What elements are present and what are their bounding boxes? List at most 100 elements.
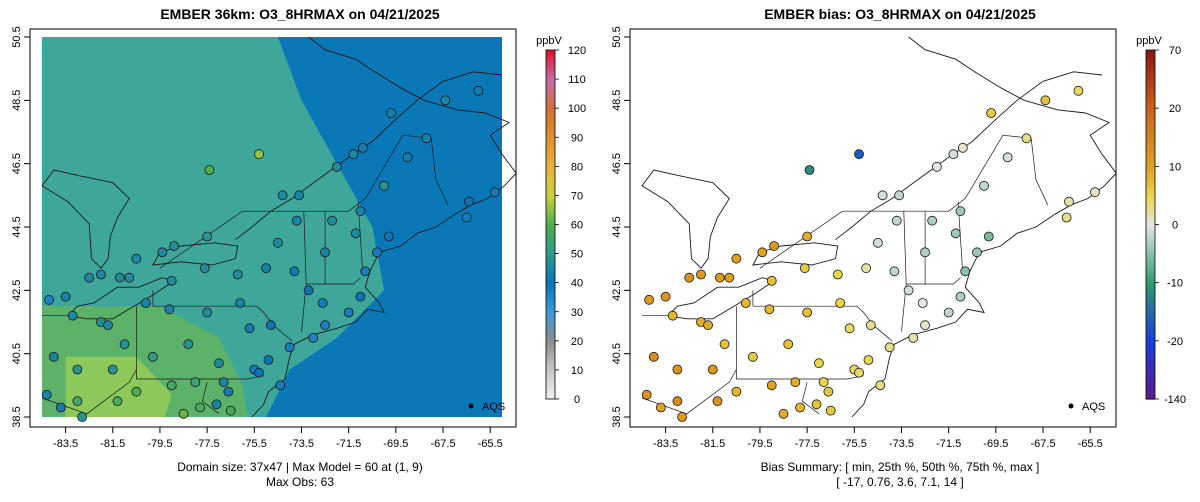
bias-station-point [943, 307, 954, 318]
colorbar-segment [1146, 230, 1155, 234]
obs-station-point [107, 364, 118, 375]
obs-station-point [317, 298, 328, 308]
obs-station-point [272, 237, 283, 248]
colorbar-segment [1146, 201, 1155, 205]
obs-station-point [166, 275, 177, 286]
colorbar-segment [1146, 116, 1155, 121]
colorbar-segment [546, 122, 555, 127]
colorbar-segment [546, 148, 555, 153]
colorbar-segment [546, 314, 555, 319]
colorbar-segment [546, 250, 555, 255]
x-tick-label: -77.5 [195, 438, 220, 450]
colorbar-segment [1146, 268, 1155, 272]
colorbar-segment [1146, 372, 1155, 377]
bias-station-point [766, 380, 777, 391]
colorbar-segment [546, 340, 555, 345]
colorbar-segment [546, 160, 555, 165]
colorbar-segment [1146, 390, 1155, 394]
colorbar-tick-label: 10 [1169, 161, 1181, 173]
colorbar-segment [1146, 375, 1155, 380]
colorbar-segment [546, 221, 555, 226]
colorbar-segment [1146, 352, 1155, 356]
bias-station-point [955, 291, 966, 302]
colorbar-segment [1146, 337, 1155, 342]
colorbar-segment [1146, 355, 1155, 359]
bias-station-point [714, 272, 725, 283]
bias-station-point [766, 275, 777, 286]
colorbar-segment [1146, 143, 1155, 147]
colorbar-segment [546, 209, 555, 214]
colorbar-tick-label: 70 [571, 190, 583, 202]
colorbar-segment [546, 58, 555, 63]
colorbar-segment [1146, 102, 1155, 106]
x-tick-label: -77.5 [795, 438, 820, 450]
y-tick-label: 42.5 [611, 280, 623, 301]
colorbar-segment [546, 326, 555, 330]
colorbar-segment [546, 151, 555, 156]
colorbar-segment [1146, 73, 1155, 77]
colorbar-segment [1146, 369, 1155, 374]
concentration-caption-line2: Max Obs: 63 [265, 475, 335, 489]
colorbar-segment [1146, 364, 1155, 368]
bias-station-point [677, 412, 688, 422]
colorbar-segment [1146, 84, 1155, 89]
bias-station-point [865, 320, 876, 331]
colorbar-segment [1146, 175, 1155, 179]
obs-station-point [190, 377, 201, 388]
colorbar-segment [1146, 384, 1155, 388]
bias-station-point [894, 190, 905, 201]
colorbar-segment [1146, 70, 1155, 74]
aqs-legend-label: AQS [1082, 401, 1105, 413]
bias-station-point [960, 266, 971, 277]
state-border [159, 134, 449, 269]
colorbar-segment [1146, 87, 1155, 92]
colorbar-segment [1146, 393, 1155, 397]
colorbar-segment [546, 79, 555, 83]
obs-station-point [254, 149, 264, 160]
colorbar-segment [546, 125, 555, 130]
colorbar-segment [1146, 50, 1155, 54]
bias-station-point [818, 377, 829, 388]
colorbar-segment [1146, 288, 1155, 292]
colorbar-segment [546, 335, 555, 339]
colorbar-segment [1146, 361, 1155, 365]
obs-station-point [490, 187, 500, 198]
colorbar-tick-label: 0 [574, 394, 580, 406]
obs-station-point [331, 161, 342, 172]
colorbar-segment [546, 102, 555, 106]
colorbar-segment [1146, 163, 1155, 167]
x-tick-label: -65.5 [1078, 438, 1103, 450]
plot-frame [29, 28, 517, 428]
colorbar-segment [546, 253, 555, 258]
colorbar-segment [1146, 218, 1155, 223]
obs-station-point [320, 320, 330, 331]
bias-station-point [764, 304, 775, 315]
obs-station-point [355, 291, 366, 302]
colorbar-segment [546, 177, 555, 182]
bias-station-point [854, 367, 864, 378]
obs-station-point [204, 165, 215, 175]
colorbar-segment [546, 192, 555, 197]
bias-station-point [931, 161, 942, 172]
colorbar-segment [546, 317, 555, 322]
colorbar-tick-label: 20 [1169, 103, 1181, 115]
colorbar-segment [1146, 154, 1155, 159]
colorbar-segment [546, 175, 555, 179]
obs-station-point [202, 231, 213, 242]
state-border [802, 382, 820, 415]
colorbar-segment [1146, 212, 1155, 217]
bias-caption-line1: Bias Summary: [ min, 25th %, 50th %, 75t… [760, 460, 1040, 474]
colorbar-segment [546, 367, 555, 371]
obs-station-point [254, 367, 264, 378]
bias-station-point [660, 291, 671, 302]
colorbar-segment [1146, 221, 1155, 226]
colorbar-segment [1146, 192, 1155, 197]
colorbar-segment [546, 230, 555, 234]
bias-station-point [920, 320, 930, 331]
colorbar-segment [546, 87, 555, 92]
colorbar-tick-label: 90 [571, 132, 583, 144]
obs-station-point [263, 355, 274, 365]
obs-station-point [327, 215, 338, 226]
colorbar-tick-label: -20 [1167, 336, 1183, 348]
y-tick-label: 44.5 [11, 216, 23, 237]
